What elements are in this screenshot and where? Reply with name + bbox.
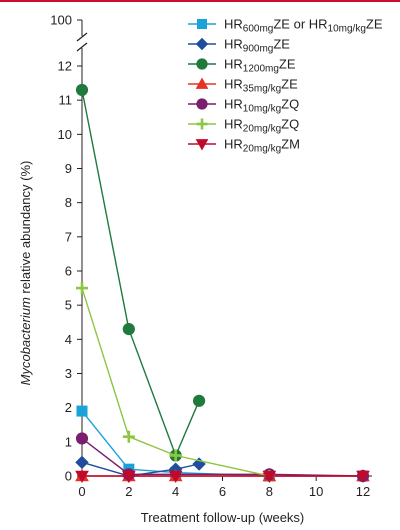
y-tick-label: 2	[65, 400, 72, 415]
y-tick-label: 7	[65, 229, 72, 244]
data-point-s3	[192, 394, 206, 407]
top-accent-line	[0, 0, 400, 2]
x-tick-label: 8	[266, 484, 273, 499]
data-point-s6	[122, 430, 135, 443]
data-point-s7	[168, 470, 183, 484]
x-tick-label: 4	[172, 484, 179, 499]
series-s7	[75, 470, 370, 484]
x-axis-title: Treatment follow-up (weeks)	[141, 510, 305, 525]
legend-marker	[196, 58, 208, 70]
legend-label: HR900mgZE	[224, 37, 290, 55]
legend-label: HR1200mgZE	[224, 57, 296, 75]
x-tick-label: 2	[125, 484, 132, 499]
legend-item-s6: HR20mg/kgZQ	[188, 117, 299, 135]
y-tick-label: 1	[65, 434, 72, 449]
series-line-s2	[81, 461, 200, 477]
data-point-s2	[75, 455, 89, 470]
data-point-s7	[262, 470, 277, 484]
y-tick-label: 3	[65, 366, 72, 381]
legend-item-s2: HR900mgZE	[188, 37, 290, 55]
series-line-s5	[81, 437, 364, 477]
y-axis-title-italic: Mycobacterium	[18, 297, 33, 385]
legend-label: HR600mgZE or HR10mg/kgZE	[224, 17, 383, 35]
legend-label: HR10mg/kgZQ	[224, 97, 299, 115]
legend-label: HR20mg/kgZQ	[224, 117, 299, 135]
y-axis-break-marks	[76, 32, 88, 52]
series-line-s6	[81, 287, 270, 477]
series-s2	[75, 455, 206, 483]
legend-marker	[196, 118, 208, 130]
x-tick-label: 10	[309, 484, 323, 499]
y-tick-label: 4	[65, 332, 72, 347]
legend-marker	[196, 98, 208, 110]
y-tick-label-top: 100	[50, 13, 72, 28]
data-point-s3	[75, 83, 89, 97]
data-point-s7	[121, 470, 136, 484]
series-group	[75, 83, 370, 484]
axis-break-mark	[76, 42, 88, 52]
y-tick-label: 11	[59, 93, 73, 108]
legend-label: HR20mg/kgZM	[224, 137, 300, 155]
data-point-s6	[169, 449, 182, 462]
series-line-s3	[81, 89, 200, 458]
legend-item-s3: HR1200mgZE	[188, 57, 296, 75]
series-s3	[75, 83, 206, 462]
y-tick-label: 10	[58, 127, 72, 142]
data-point-s7	[356, 470, 370, 484]
x-tick-label: 12	[356, 484, 370, 499]
y-tick-label: 5	[65, 298, 72, 313]
y-axis-title: Mycobacterium relative abundancy (%)	[18, 161, 33, 386]
x-tick-label: 0	[78, 484, 85, 499]
data-point-s6	[76, 282, 88, 295]
data-point-s3	[122, 322, 135, 336]
axis-break-mark	[76, 32, 88, 42]
data-point-s7	[75, 470, 89, 484]
legend-marker	[195, 77, 209, 89]
legend-item-s5: HR10mg/kgZQ	[188, 97, 299, 115]
legend-item-s7: HR20mg/kgZM	[188, 137, 300, 155]
y-axis-title-rest: relative abundancy (%)	[18, 161, 33, 298]
series-s1	[76, 405, 369, 482]
y-tick-label: 6	[65, 264, 72, 279]
y-tick-label: 12	[58, 59, 72, 74]
legend-label: HR35mg/kgZE	[224, 77, 298, 95]
y-tick-label: 9	[65, 161, 72, 176]
series-s5	[75, 432, 370, 483]
legend-item-s4: HR35mg/kgZE	[188, 77, 298, 95]
series-s6	[76, 282, 276, 482]
legend-marker	[195, 139, 209, 151]
legend-item-s1: HR600mgZE or HR10mg/kgZE	[188, 17, 383, 35]
legend-marker	[195, 37, 209, 51]
data-point-s5	[75, 432, 89, 445]
y-tick-label: 8	[65, 195, 72, 210]
legend: HR600mgZE or HR10mg/kgZE HR900mgZE HR1200m…	[188, 17, 383, 155]
y-tick-label: 0	[65, 469, 72, 484]
legend-marker	[197, 19, 207, 29]
x-tick-label: 6	[219, 484, 226, 499]
data-point-s1	[76, 405, 88, 417]
